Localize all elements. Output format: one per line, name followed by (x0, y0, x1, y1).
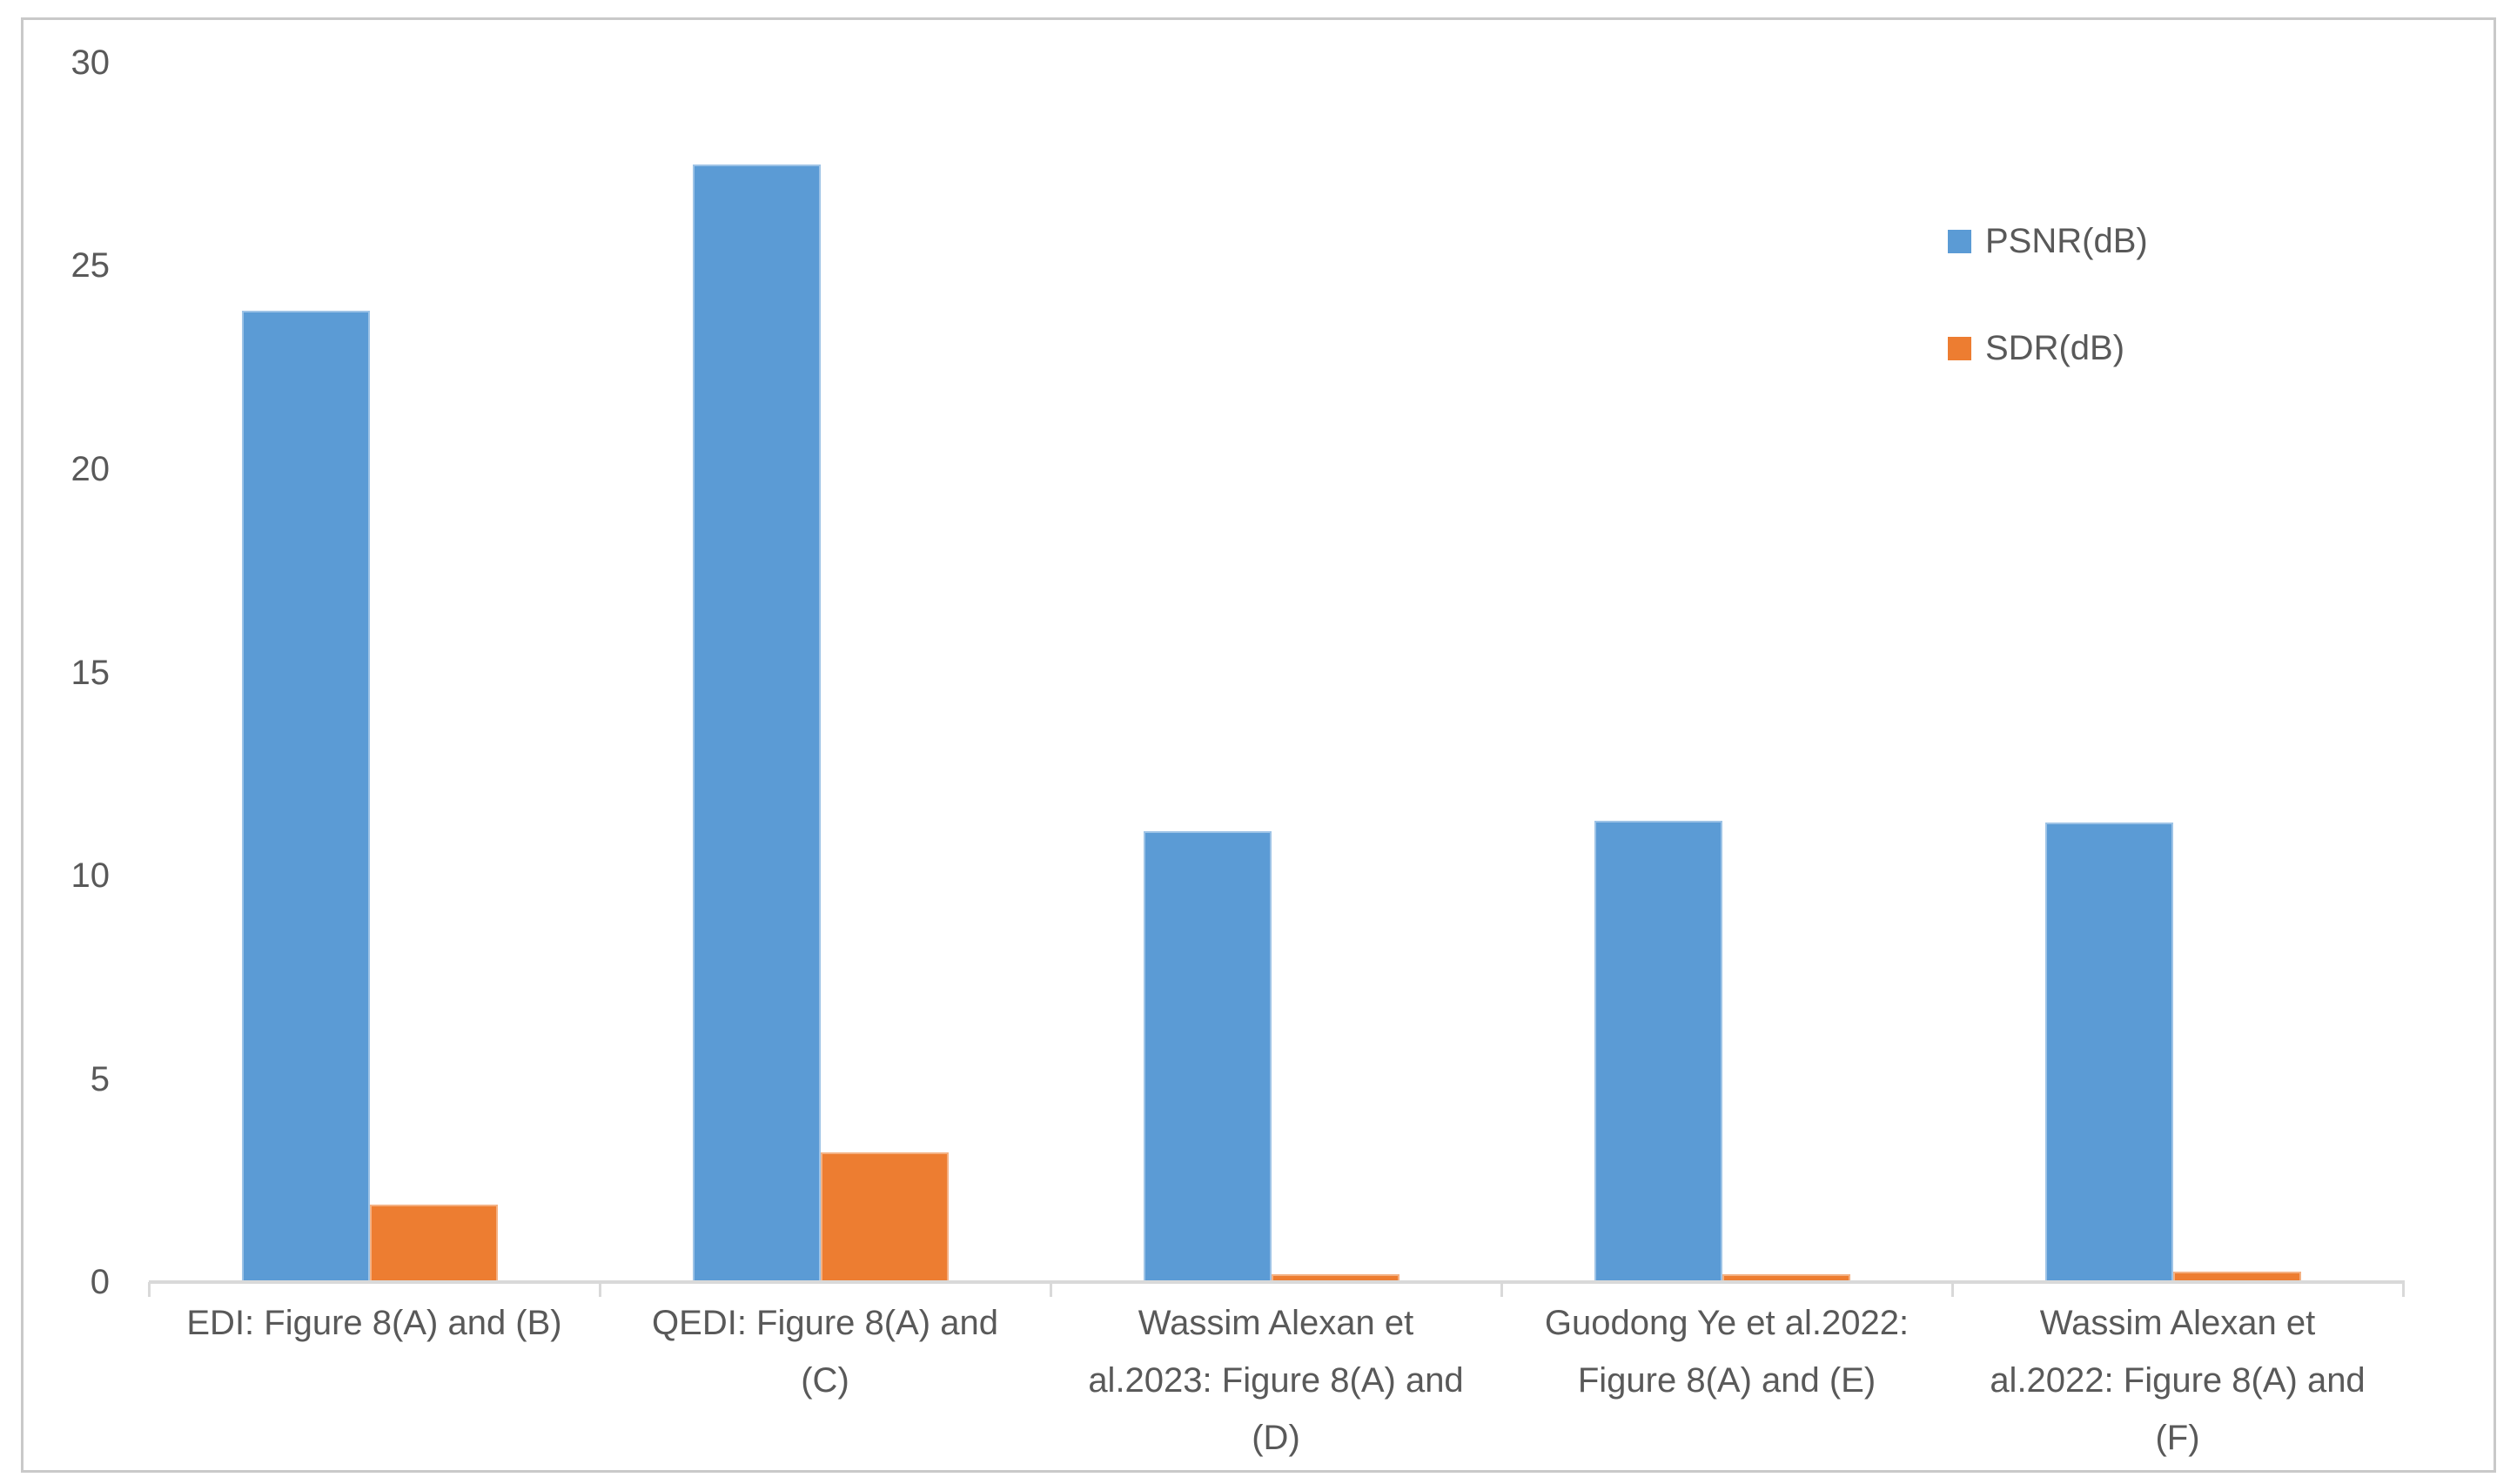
x-category-label-0: EDI: Figure 8(A) and (B) (186, 1304, 562, 1342)
bar-sdr-0 (370, 1205, 498, 1282)
x-axis-tick-0 (148, 1282, 151, 1297)
bar-psnr-3 (1594, 821, 1722, 1282)
x-category-label-2: Wassim Alexan et al.2023: Figure 8(A) an… (1088, 1304, 1464, 1457)
y-tick-label-5: 5 (90, 1060, 110, 1098)
legend-item-sdr: SDR(dB) (1948, 325, 2124, 372)
bar-psnr-0 (242, 311, 370, 1282)
x-category-label-4: Wassim Alexan et al.2022: Figure 8(A) an… (1990, 1304, 2366, 1457)
y-tick-label-25: 25 (70, 246, 111, 285)
x-axis-tick-2 (1050, 1282, 1052, 1297)
legend-color-swatch-psnr (1948, 229, 1971, 253)
x-category-label-3: Guodong Ye et al.2022: Figure 8(A) and (… (1544, 1304, 1910, 1400)
y-tick-label-15: 15 (70, 654, 111, 692)
legend-label-psnr: PSNR(dB) (1985, 221, 2148, 260)
bar-psnr-1 (693, 165, 821, 1282)
bar-psnr-4 (2045, 823, 2173, 1282)
x-axis-tick-1 (599, 1282, 601, 1297)
x-axis-tick-3 (1500, 1282, 1503, 1297)
x-axis-line (149, 1280, 2405, 1284)
x-axis-tick-4 (1951, 1282, 1954, 1297)
y-tick-label-20: 20 (70, 450, 111, 488)
legend-label-sdr: SDR(dB) (1985, 328, 2125, 367)
legend-item-psnr: PSNR(dB) (1948, 218, 2148, 265)
plot-area (149, 63, 2403, 1282)
bar-psnr-2 (1144, 831, 1272, 1282)
x-category-label-1: QEDI: Figure 8(A) and (C) (652, 1304, 998, 1400)
bar-sdr-1 (821, 1152, 949, 1282)
x-axis-tick-5 (2402, 1282, 2405, 1297)
y-tick-label-30: 30 (70, 44, 111, 82)
y-tick-label-0: 0 (90, 1263, 110, 1301)
y-tick-label-10: 10 (70, 856, 111, 895)
legend-color-swatch-sdr (1948, 336, 1971, 360)
